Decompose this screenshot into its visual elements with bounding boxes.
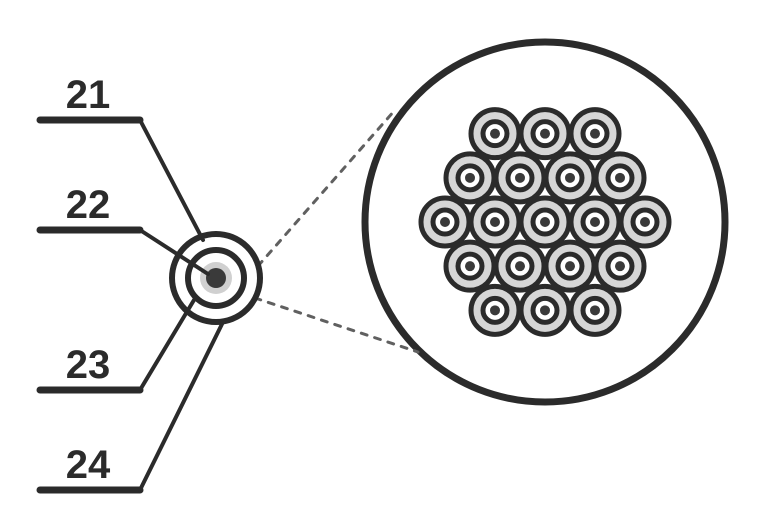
unit-dot-icon <box>565 173 575 183</box>
unit-dot-icon <box>640 217 650 227</box>
cluster-unit <box>571 110 619 158</box>
cluster-unit <box>471 286 519 334</box>
cluster-unit <box>546 242 594 290</box>
cluster-unit <box>596 242 644 290</box>
unit-dot-icon <box>440 217 450 227</box>
label-text: 23 <box>66 343 111 387</box>
label-text: 24 <box>66 443 111 487</box>
unit-dot-icon <box>490 305 500 315</box>
label-text: 21 <box>66 73 111 117</box>
cluster-unit <box>471 198 519 246</box>
cluster-unit <box>496 242 544 290</box>
unit-dot-icon <box>615 173 625 183</box>
cluster-unit <box>521 110 569 158</box>
unit-dot-icon <box>590 217 600 227</box>
cluster-unit <box>596 154 644 202</box>
unit-dot-icon <box>565 261 575 271</box>
diagram-svg: 21 22 23 24 <box>0 0 772 524</box>
cluster-unit <box>446 242 494 290</box>
unit-dot-icon <box>515 173 525 183</box>
unit-dot-icon <box>515 261 525 271</box>
cluster-unit <box>521 198 569 246</box>
cluster-unit <box>571 198 619 246</box>
label-text: 22 <box>66 183 111 227</box>
cluster-unit <box>521 286 569 334</box>
small-target-icon <box>172 234 260 322</box>
unit-dot-icon <box>490 129 500 139</box>
unit-dot-icon <box>465 261 475 271</box>
cluster-unit <box>546 154 594 202</box>
unit-dot-icon <box>590 129 600 139</box>
unit-dot-icon <box>465 173 475 183</box>
cluster-unit <box>421 198 469 246</box>
unit-dot-icon <box>540 129 550 139</box>
cluster-unit <box>471 110 519 158</box>
cluster-unit <box>621 198 669 246</box>
unit-dot-icon <box>540 217 550 227</box>
cluster-unit <box>571 286 619 334</box>
unit-dot-icon <box>590 305 600 315</box>
unit-dot-icon <box>490 217 500 227</box>
unit-dot-icon <box>540 305 550 315</box>
cluster-unit <box>446 154 494 202</box>
target-center-dot-icon <box>206 268 226 288</box>
unit-dot-icon <box>615 261 625 271</box>
cluster-unit <box>496 154 544 202</box>
